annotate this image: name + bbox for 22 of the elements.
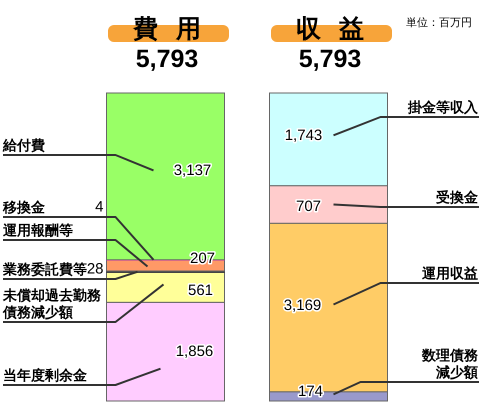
data-label: 4: [95, 198, 104, 216]
series-label: 当年度剰余金: [3, 367, 88, 384]
data-label: 174: [298, 382, 324, 400]
data-label: 561: [188, 282, 214, 299]
series-label: 業務委託費等: [2, 261, 87, 278]
series-label: 掛金等収入: [407, 100, 479, 116]
data-label: 1,856: [176, 343, 214, 360]
series-label: 未償却過去勤務債務減少額: [2, 288, 102, 321]
data-label: 1,743: [284, 126, 322, 144]
text: 受換金: [435, 190, 479, 206]
data-label: 3,169: [284, 297, 322, 314]
text: 数理債務減少額: [421, 348, 479, 381]
text: 移換金: [2, 200, 46, 216]
data-label: 3,137: [174, 162, 212, 179]
data-label: 28: [86, 260, 104, 278]
total-label: 5,793: [298, 45, 362, 73]
text: 単位：百万円: [406, 16, 472, 29]
text: 運用収益: [421, 266, 478, 282]
total-label: 5,793: [136, 45, 198, 73]
text: 運用報酬等: [2, 223, 73, 239]
text: 給付費: [2, 138, 45, 154]
data-label: 707: [296, 198, 322, 215]
